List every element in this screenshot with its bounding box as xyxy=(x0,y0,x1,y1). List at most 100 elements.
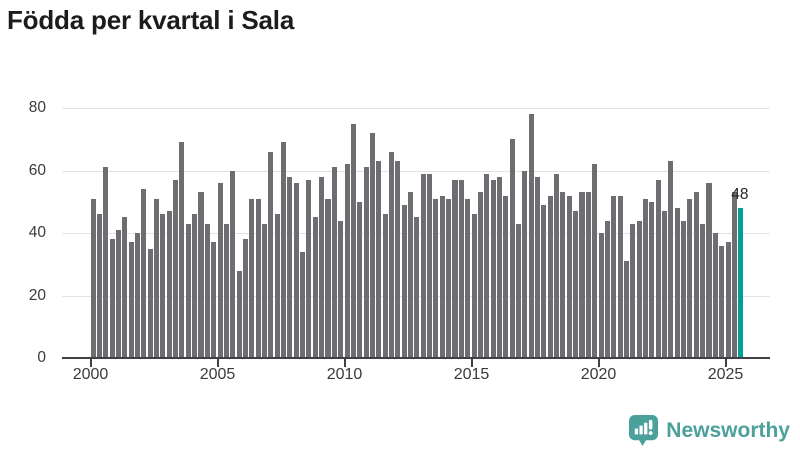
bar xyxy=(357,201,363,358)
bar xyxy=(414,217,420,358)
bar xyxy=(509,139,515,358)
bar xyxy=(681,220,687,358)
newsworthy-logo: Newsworthy xyxy=(628,414,790,447)
bar xyxy=(725,242,731,358)
bar xyxy=(446,198,452,358)
bar xyxy=(611,195,617,358)
bar xyxy=(700,223,706,358)
bar xyxy=(147,248,153,358)
bar xyxy=(427,173,433,358)
bar xyxy=(433,198,439,358)
bar xyxy=(573,211,579,358)
bar xyxy=(439,195,445,358)
bar xyxy=(687,198,693,358)
bar xyxy=(376,161,382,358)
newsworthy-logo-text: Newsworthy xyxy=(666,418,790,442)
bar xyxy=(154,198,160,358)
axis-tick-mark xyxy=(343,359,346,367)
bar xyxy=(592,164,598,358)
bar xyxy=(554,173,560,358)
bar xyxy=(185,223,191,358)
bar xyxy=(693,192,699,358)
bar xyxy=(465,198,471,358)
y-axis-tick-label: 60 xyxy=(28,161,46,179)
bar xyxy=(522,170,528,358)
bar xyxy=(293,183,299,358)
bar xyxy=(287,176,293,358)
x-axis-tick-label: 2025 xyxy=(707,366,744,383)
bar xyxy=(192,214,198,358)
axis-tick-mark xyxy=(724,359,727,367)
bar xyxy=(325,198,331,358)
axis-tick-mark xyxy=(216,359,219,367)
bar xyxy=(223,223,229,358)
bar xyxy=(230,170,236,358)
bar xyxy=(655,179,661,358)
bar xyxy=(198,192,204,358)
bar xyxy=(274,214,280,358)
page-title: Födda per kvartal i Sala xyxy=(7,5,295,35)
y-axis-tick-label: 20 xyxy=(28,286,46,304)
bar xyxy=(731,192,737,358)
bar xyxy=(236,270,242,358)
gridline xyxy=(62,170,770,172)
bar xyxy=(490,179,496,358)
x-axis-tick-label: 2005 xyxy=(199,366,236,383)
bar xyxy=(496,176,502,358)
bar xyxy=(90,198,96,358)
bar xyxy=(369,133,375,358)
bar xyxy=(420,173,426,358)
axis-tick-mark xyxy=(470,359,473,367)
bar xyxy=(662,211,668,358)
bar xyxy=(452,179,458,358)
bar xyxy=(331,167,337,358)
bar xyxy=(115,229,121,358)
bar xyxy=(109,239,115,358)
bar xyxy=(134,233,141,358)
x-axis-tick-label: 2000 xyxy=(72,366,109,383)
bar xyxy=(261,223,268,358)
bar xyxy=(249,198,255,358)
bar xyxy=(458,179,464,358)
bar xyxy=(363,167,369,358)
bar xyxy=(642,198,649,358)
bar xyxy=(541,204,547,358)
bar xyxy=(122,217,128,358)
bar xyxy=(179,142,185,358)
bar xyxy=(242,239,248,358)
bar xyxy=(560,192,566,358)
bar xyxy=(204,223,210,358)
bar xyxy=(128,242,134,358)
bar xyxy=(528,114,534,358)
bar xyxy=(636,220,642,358)
x-axis-tick-label: 2010 xyxy=(326,366,363,383)
bar xyxy=(706,183,712,358)
bar xyxy=(630,223,636,358)
bar xyxy=(96,214,102,358)
bar xyxy=(350,123,356,358)
bar xyxy=(141,189,147,358)
x-axis-line xyxy=(62,357,770,359)
y-axis-tick-label: 80 xyxy=(28,99,46,116)
bar xyxy=(535,176,541,358)
bar xyxy=(388,151,395,358)
bar xyxy=(160,214,166,358)
bar xyxy=(300,251,306,358)
bar xyxy=(401,204,407,358)
bar xyxy=(103,167,109,358)
y-axis-tick-label: 40 xyxy=(28,224,46,241)
bar xyxy=(623,261,629,358)
bar xyxy=(268,151,274,358)
gridline xyxy=(62,108,770,109)
bar xyxy=(338,220,344,358)
axis-tick-mark xyxy=(597,359,600,367)
axis-tick-mark xyxy=(89,359,92,367)
bar xyxy=(344,164,350,358)
bar xyxy=(719,245,725,358)
bar xyxy=(217,183,223,358)
bar-chart-speech-bubble-icon xyxy=(629,415,659,446)
x-axis-tick-label: 2020 xyxy=(580,366,617,383)
bar xyxy=(515,223,522,358)
bar xyxy=(649,201,655,358)
